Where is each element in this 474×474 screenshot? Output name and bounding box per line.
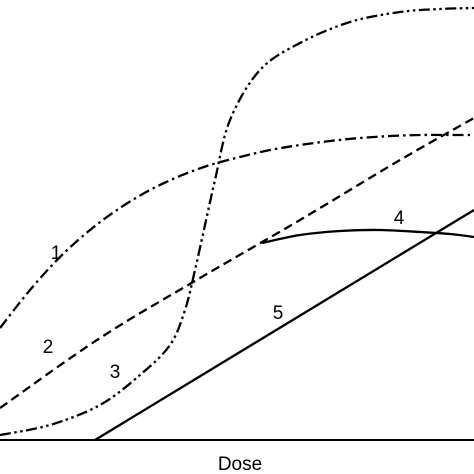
series-line-5 bbox=[94, 209, 474, 441]
series-label-4: 4 bbox=[394, 208, 405, 229]
annotation-layer: 1 2 3 4 5 bbox=[43, 208, 405, 383]
series-label-1: 1 bbox=[51, 243, 62, 264]
series-label-2: 2 bbox=[43, 337, 54, 358]
series-label-5: 5 bbox=[273, 303, 284, 324]
series-layer bbox=[0, 6, 474, 441]
x-axis-label: Dose bbox=[218, 454, 262, 474]
series-line-3 bbox=[0, 6, 474, 437]
series-line-4 bbox=[261, 228, 474, 245]
series-line-2 bbox=[0, 117, 474, 409]
series-label-3: 3 bbox=[110, 362, 121, 383]
series-line-1 bbox=[0, 133, 474, 329]
